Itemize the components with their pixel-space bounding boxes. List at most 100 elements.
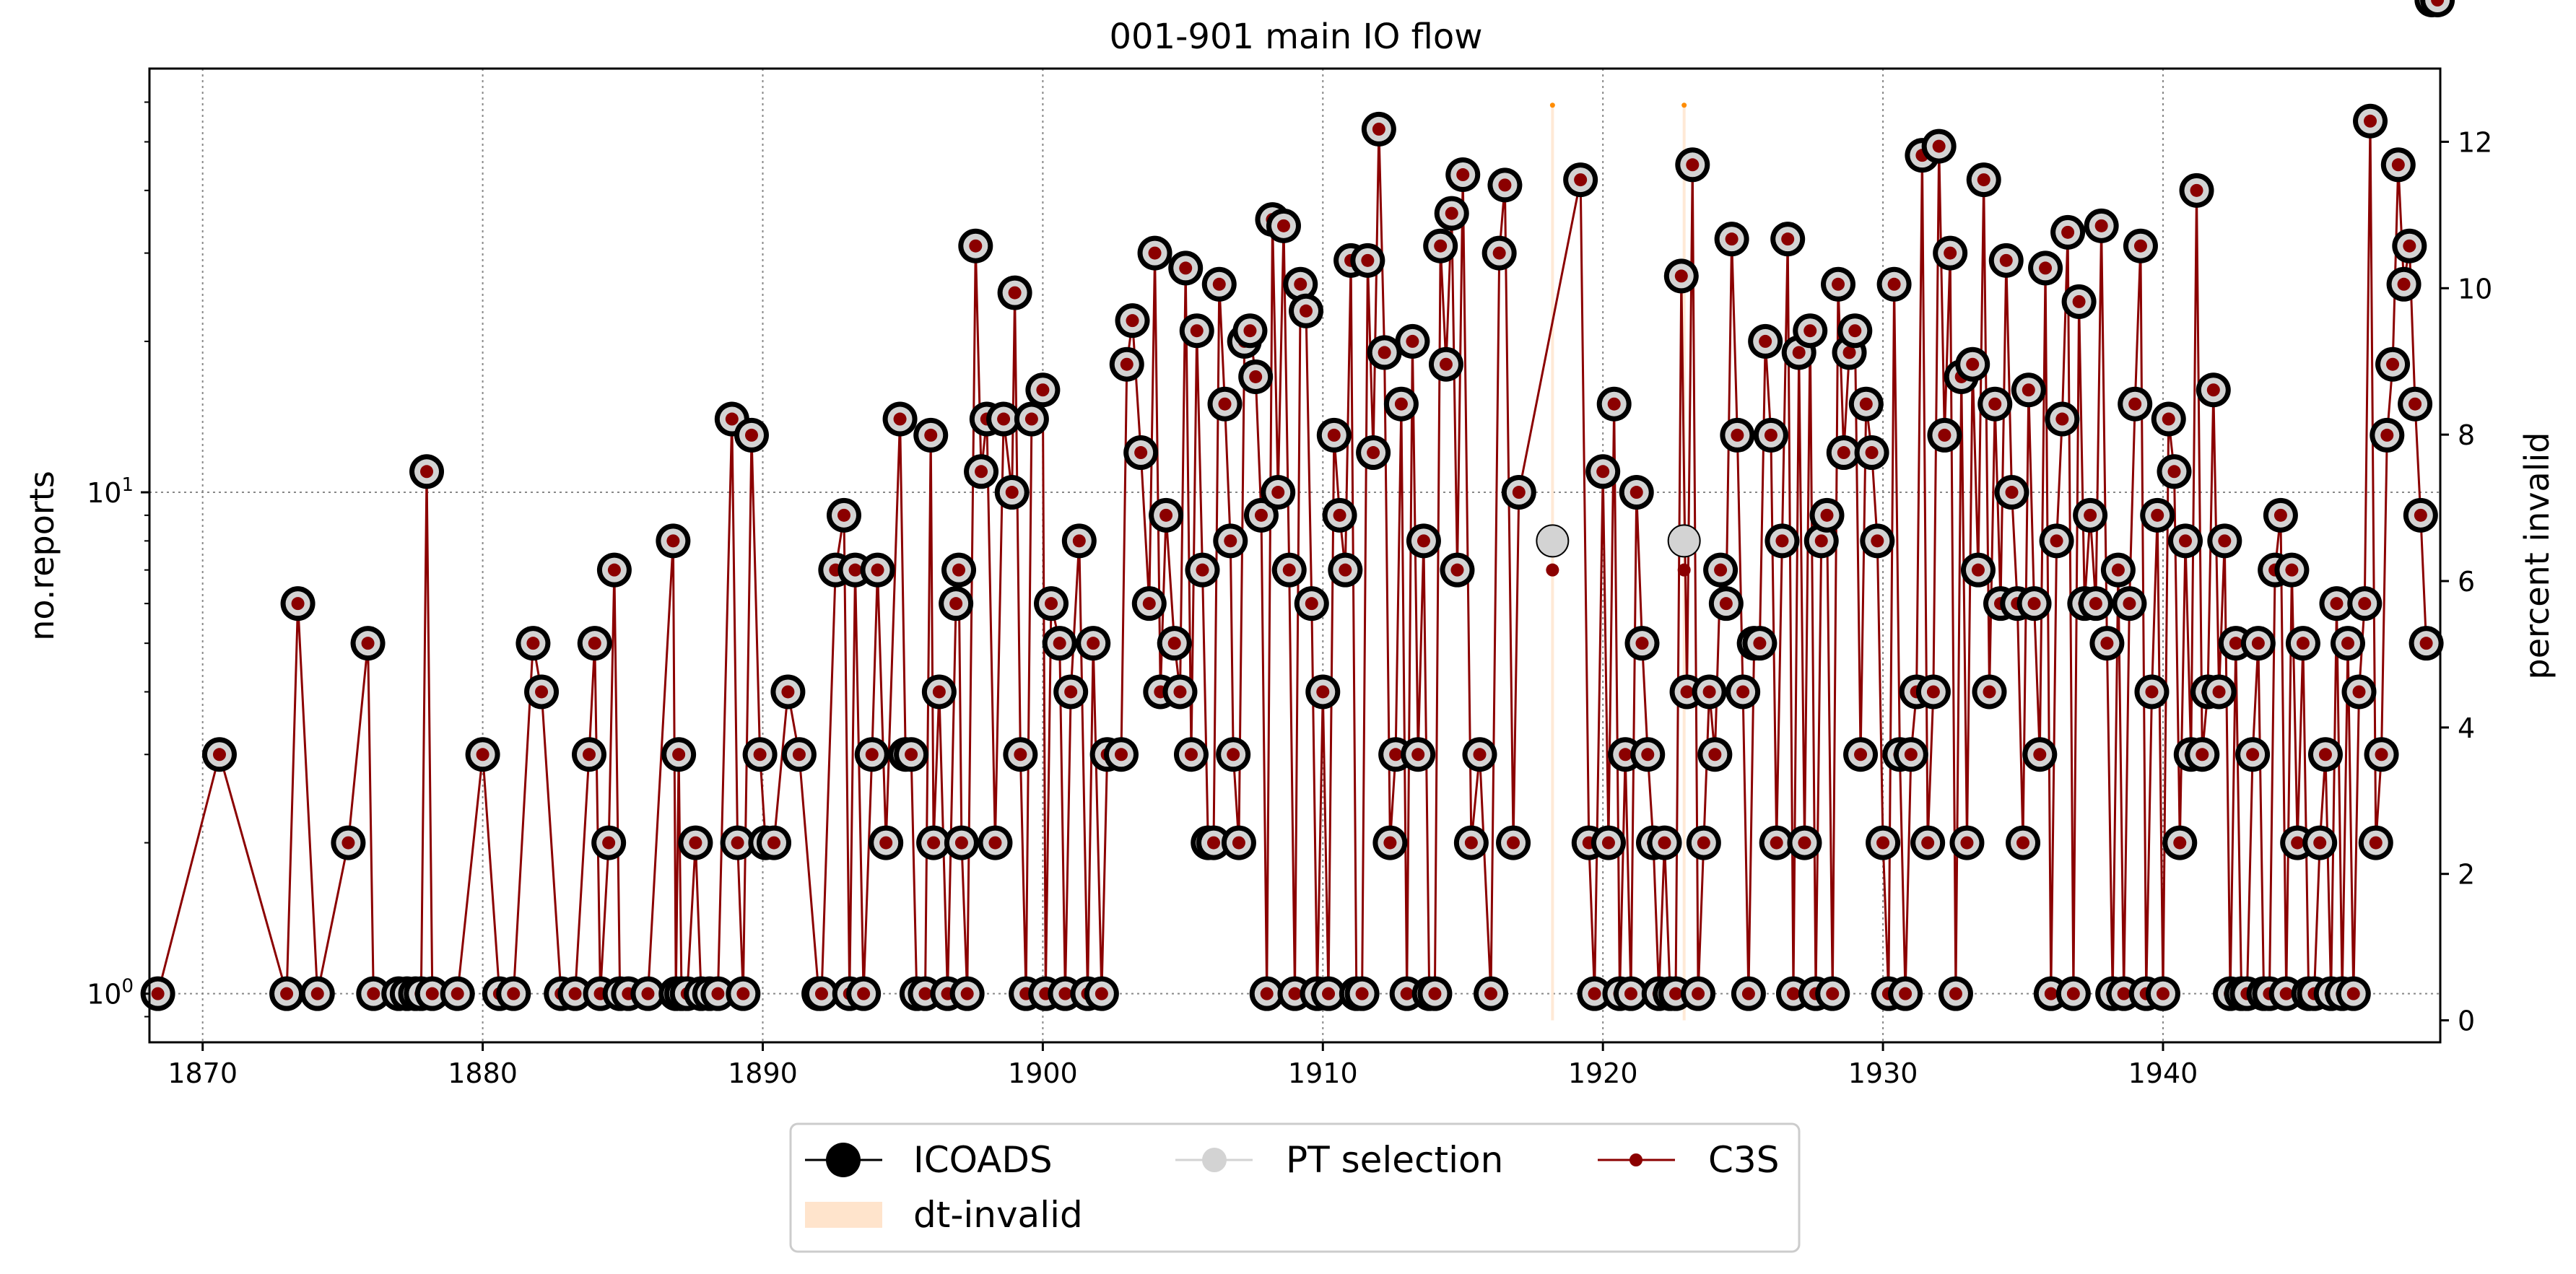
c3s-point <box>1546 563 1559 577</box>
c3s-point <box>1932 139 1946 153</box>
c3s-point <box>2285 563 2299 577</box>
c3s-point <box>341 836 355 850</box>
c3s-point <box>420 465 434 479</box>
c3s-point <box>969 239 983 253</box>
c3s-point <box>1224 534 1237 548</box>
c3s-point <box>1227 748 1240 762</box>
c3s-point <box>1697 836 1710 850</box>
c3s-point <box>744 428 758 442</box>
legend-c3s-label: C3S <box>1708 1139 1779 1181</box>
c3s-point <box>1859 397 1873 411</box>
c3s-point <box>952 563 966 577</box>
c3s-point <box>1024 412 1038 426</box>
c3s-point <box>1770 836 1783 850</box>
c3s-point <box>1601 836 1615 850</box>
c3s-point <box>1759 334 1772 348</box>
c3s-point <box>1669 987 1683 1000</box>
legend-icoads-label: ICOADS <box>913 1139 1053 1181</box>
c3s-point <box>1977 173 1990 187</box>
c3s-point <box>1607 397 1621 411</box>
c3s-point <box>1983 685 1996 699</box>
c3s-point <box>2162 412 2175 426</box>
c3s-point <box>1045 597 1058 611</box>
c3s-point <box>837 508 850 522</box>
c3s-point <box>2005 486 2019 499</box>
y-tick-label: 100 <box>87 976 134 1011</box>
c3s-point <box>1282 563 1296 577</box>
c3s-point <box>1260 987 1274 1000</box>
c3s-point <box>1921 836 1935 850</box>
c3s-point <box>1389 748 1403 762</box>
c3s-point <box>1378 346 1391 359</box>
c3s-point <box>602 836 616 850</box>
c3s-point <box>310 987 324 1000</box>
c3s-point <box>1498 178 1512 192</box>
c3s-point <box>2094 219 2108 232</box>
c3s-point <box>1394 397 1408 411</box>
c3s-point <box>1641 748 1655 762</box>
c3s-point <box>2033 748 2047 762</box>
c3s-point <box>2246 748 2260 762</box>
c3s-point <box>1372 122 1385 136</box>
c3s-point <box>1708 748 1722 762</box>
c3s-point <box>918 987 932 1000</box>
c3s-point <box>1417 534 1430 548</box>
c3s-point <box>1294 277 1307 291</box>
c3s-point <box>1126 314 1139 328</box>
c3s-point <box>1624 987 1637 1000</box>
c3s-point <box>893 412 907 426</box>
c3s-point <box>1095 987 1108 1000</box>
c3s-point <box>2364 114 2377 128</box>
c3s-point <box>1148 246 1162 260</box>
c3s-point <box>792 748 806 762</box>
c3s-point <box>1714 563 1728 577</box>
c3s-point <box>2369 836 2383 850</box>
c3s-point <box>1792 346 1806 359</box>
c3s-point <box>476 748 489 762</box>
c3s-point <box>1173 685 1187 699</box>
c3s-point <box>1842 346 1856 359</box>
legend-pt-marker <box>1202 1148 1227 1172</box>
c3s-point <box>2403 239 2416 253</box>
c3s-point <box>1741 987 1755 1000</box>
c3s-point <box>2123 597 2136 611</box>
c3s-point <box>848 563 862 577</box>
c3s-point <box>711 987 725 1000</box>
c3s-point <box>1944 246 1957 260</box>
y2-tick-label: 6 <box>2458 566 2475 598</box>
c3s-point <box>2330 597 2344 611</box>
x-tick-label: 1930 <box>1848 1057 1918 1089</box>
c3s-point <box>582 748 596 762</box>
c3s-point <box>1439 357 1453 371</box>
c3s-point <box>927 836 941 850</box>
c3s-point <box>1159 508 1173 522</box>
legend-dt-invalid-swatch <box>805 1202 882 1228</box>
c3s-point <box>2291 836 2305 850</box>
c3s-point <box>1316 685 1330 699</box>
x-tick-label: 1920 <box>1568 1057 1638 1089</box>
x-tick-label: 1890 <box>728 1057 798 1089</box>
c3s-point <box>212 748 226 762</box>
c3s-point <box>1731 428 1744 442</box>
c3s-point <box>1473 748 1487 762</box>
c3s-point <box>1725 232 1739 246</box>
c3s-point <box>1120 357 1133 371</box>
c3s-point <box>1064 685 1078 699</box>
c3s-point <box>2391 158 2405 172</box>
c3s-point <box>1658 836 1671 850</box>
c3s-point <box>879 836 893 850</box>
c3s-point <box>1053 637 1066 650</box>
c3s-point <box>1167 637 1181 650</box>
c3s-point <box>1464 836 1478 850</box>
c3s-point <box>1719 597 1733 611</box>
c3s-point <box>857 987 871 1000</box>
axes: 1870 1880 1890 1900 1910 1920 1930 1940 100 101 0 2… <box>87 101 2492 1089</box>
c3s-point <box>1207 836 1221 850</box>
c3s-point <box>666 534 680 548</box>
c3s-point <box>2145 685 2159 699</box>
legend-c3s-marker <box>1629 1153 1642 1166</box>
pt-selection-point <box>1536 524 1570 558</box>
c3s-point <box>425 987 439 1000</box>
c3s-point <box>1492 246 1506 260</box>
c3s-point <box>1781 232 1795 246</box>
